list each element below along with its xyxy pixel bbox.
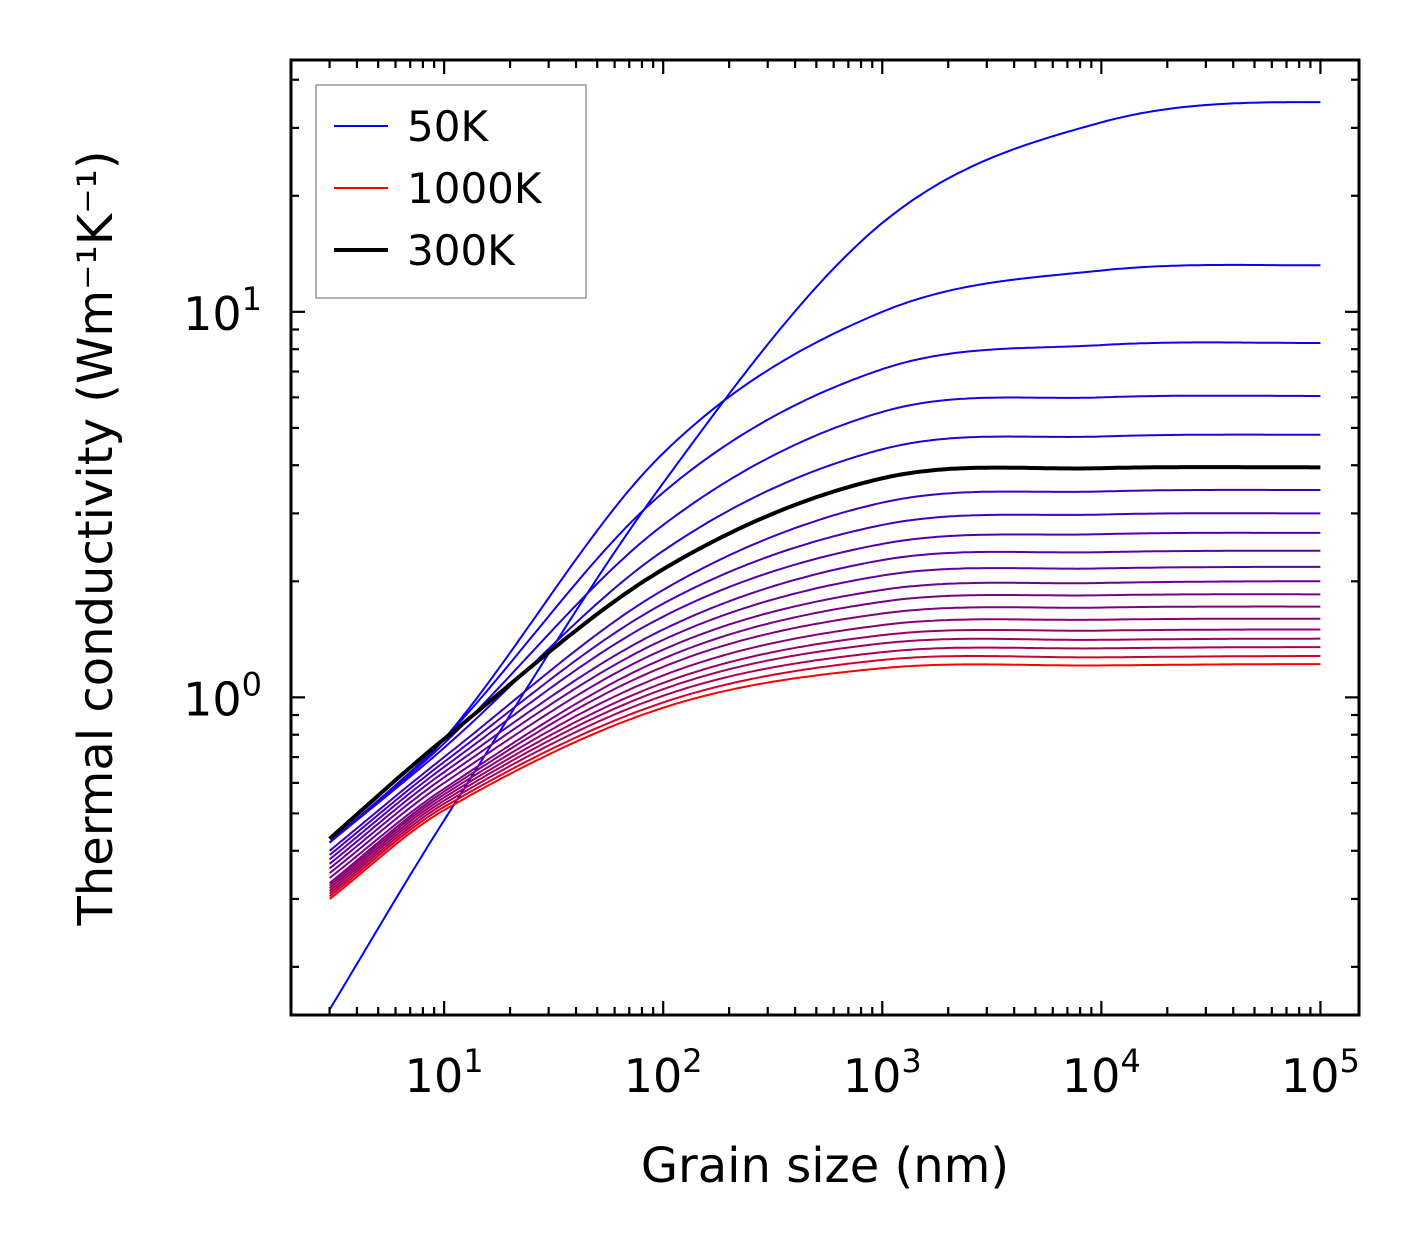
y-tick-label-10-exponent: 1 <box>242 280 262 318</box>
x-tick-label-100000-exponent: 5 <box>1340 1042 1360 1080</box>
series-line-750K <box>328 617 1321 887</box>
series-layer <box>328 101 1321 1011</box>
x-tick-label-10: 101 <box>405 1042 484 1103</box>
x-tick-label-10000-exponent: 4 <box>1120 1042 1140 1080</box>
series-line-550K <box>328 565 1321 870</box>
legend-label-300K: 300K <box>407 226 516 275</box>
x-tick-label-10-exponent: 1 <box>463 1042 483 1080</box>
series-line-50K <box>328 101 1321 1011</box>
x-tick-label-10000-base: 10 <box>1062 1049 1121 1103</box>
series-line-950K <box>328 655 1321 897</box>
y-tick-label-10: 101 <box>183 280 262 341</box>
x-tick-label-100: 102 <box>624 1042 703 1103</box>
series-line-700K <box>328 605 1321 884</box>
x-tick-label-100000-base: 10 <box>1281 1049 1340 1103</box>
plot-frame <box>289 58 1361 1017</box>
x-tick-label-100-base: 10 <box>624 1049 683 1103</box>
series-line-250K <box>328 433 1321 844</box>
series-line-200K <box>328 394 1321 844</box>
y-axis-label: Thermal conductivity (Wm⁻¹K⁻¹) <box>68 150 124 926</box>
x-tick-label-100-exponent: 2 <box>682 1042 702 1080</box>
x-tick-label-10-base: 10 <box>405 1049 464 1103</box>
legend-box <box>315 84 587 299</box>
series-line-100K <box>328 263 1321 844</box>
series-line-650K <box>328 593 1321 879</box>
x-tick-label-10000: 104 <box>1062 1042 1141 1103</box>
series-line-850K <box>328 637 1321 892</box>
x-tick-label-1000-base: 10 <box>843 1049 902 1103</box>
series-line-900K <box>328 646 1321 895</box>
y-tick-label-1-base: 10 <box>183 672 242 726</box>
y-tick-label-10-base: 10 <box>183 287 242 341</box>
series-line-350K <box>328 488 1321 852</box>
series-line-300K <box>328 465 1321 841</box>
legend-label-1000K: 1000K <box>407 164 543 213</box>
series-line-150K <box>328 341 1321 844</box>
y-tick-label-1-exponent: 0 <box>242 665 262 703</box>
series-line-400K <box>328 512 1321 856</box>
x-tick-label-1000: 103 <box>843 1042 922 1103</box>
x-tick-label-100000: 105 <box>1281 1042 1360 1103</box>
series-line-800K <box>328 628 1321 889</box>
series-line-500K <box>328 549 1321 865</box>
legend: 50K 1000K 300K <box>315 84 587 299</box>
y-tick-label-1: 100 <box>183 665 262 726</box>
series-line-1000K <box>328 663 1321 900</box>
x-tick-labels: 101 102 103 104 105 <box>405 1042 1360 1103</box>
series-line-600K <box>328 580 1321 874</box>
x-axis-label: Grain size (nm) <box>641 1138 1009 1194</box>
legend-label-50K: 50K <box>407 102 489 151</box>
series-line-450K <box>328 531 1321 861</box>
x-tick-label-1000-exponent: 3 <box>901 1042 921 1080</box>
